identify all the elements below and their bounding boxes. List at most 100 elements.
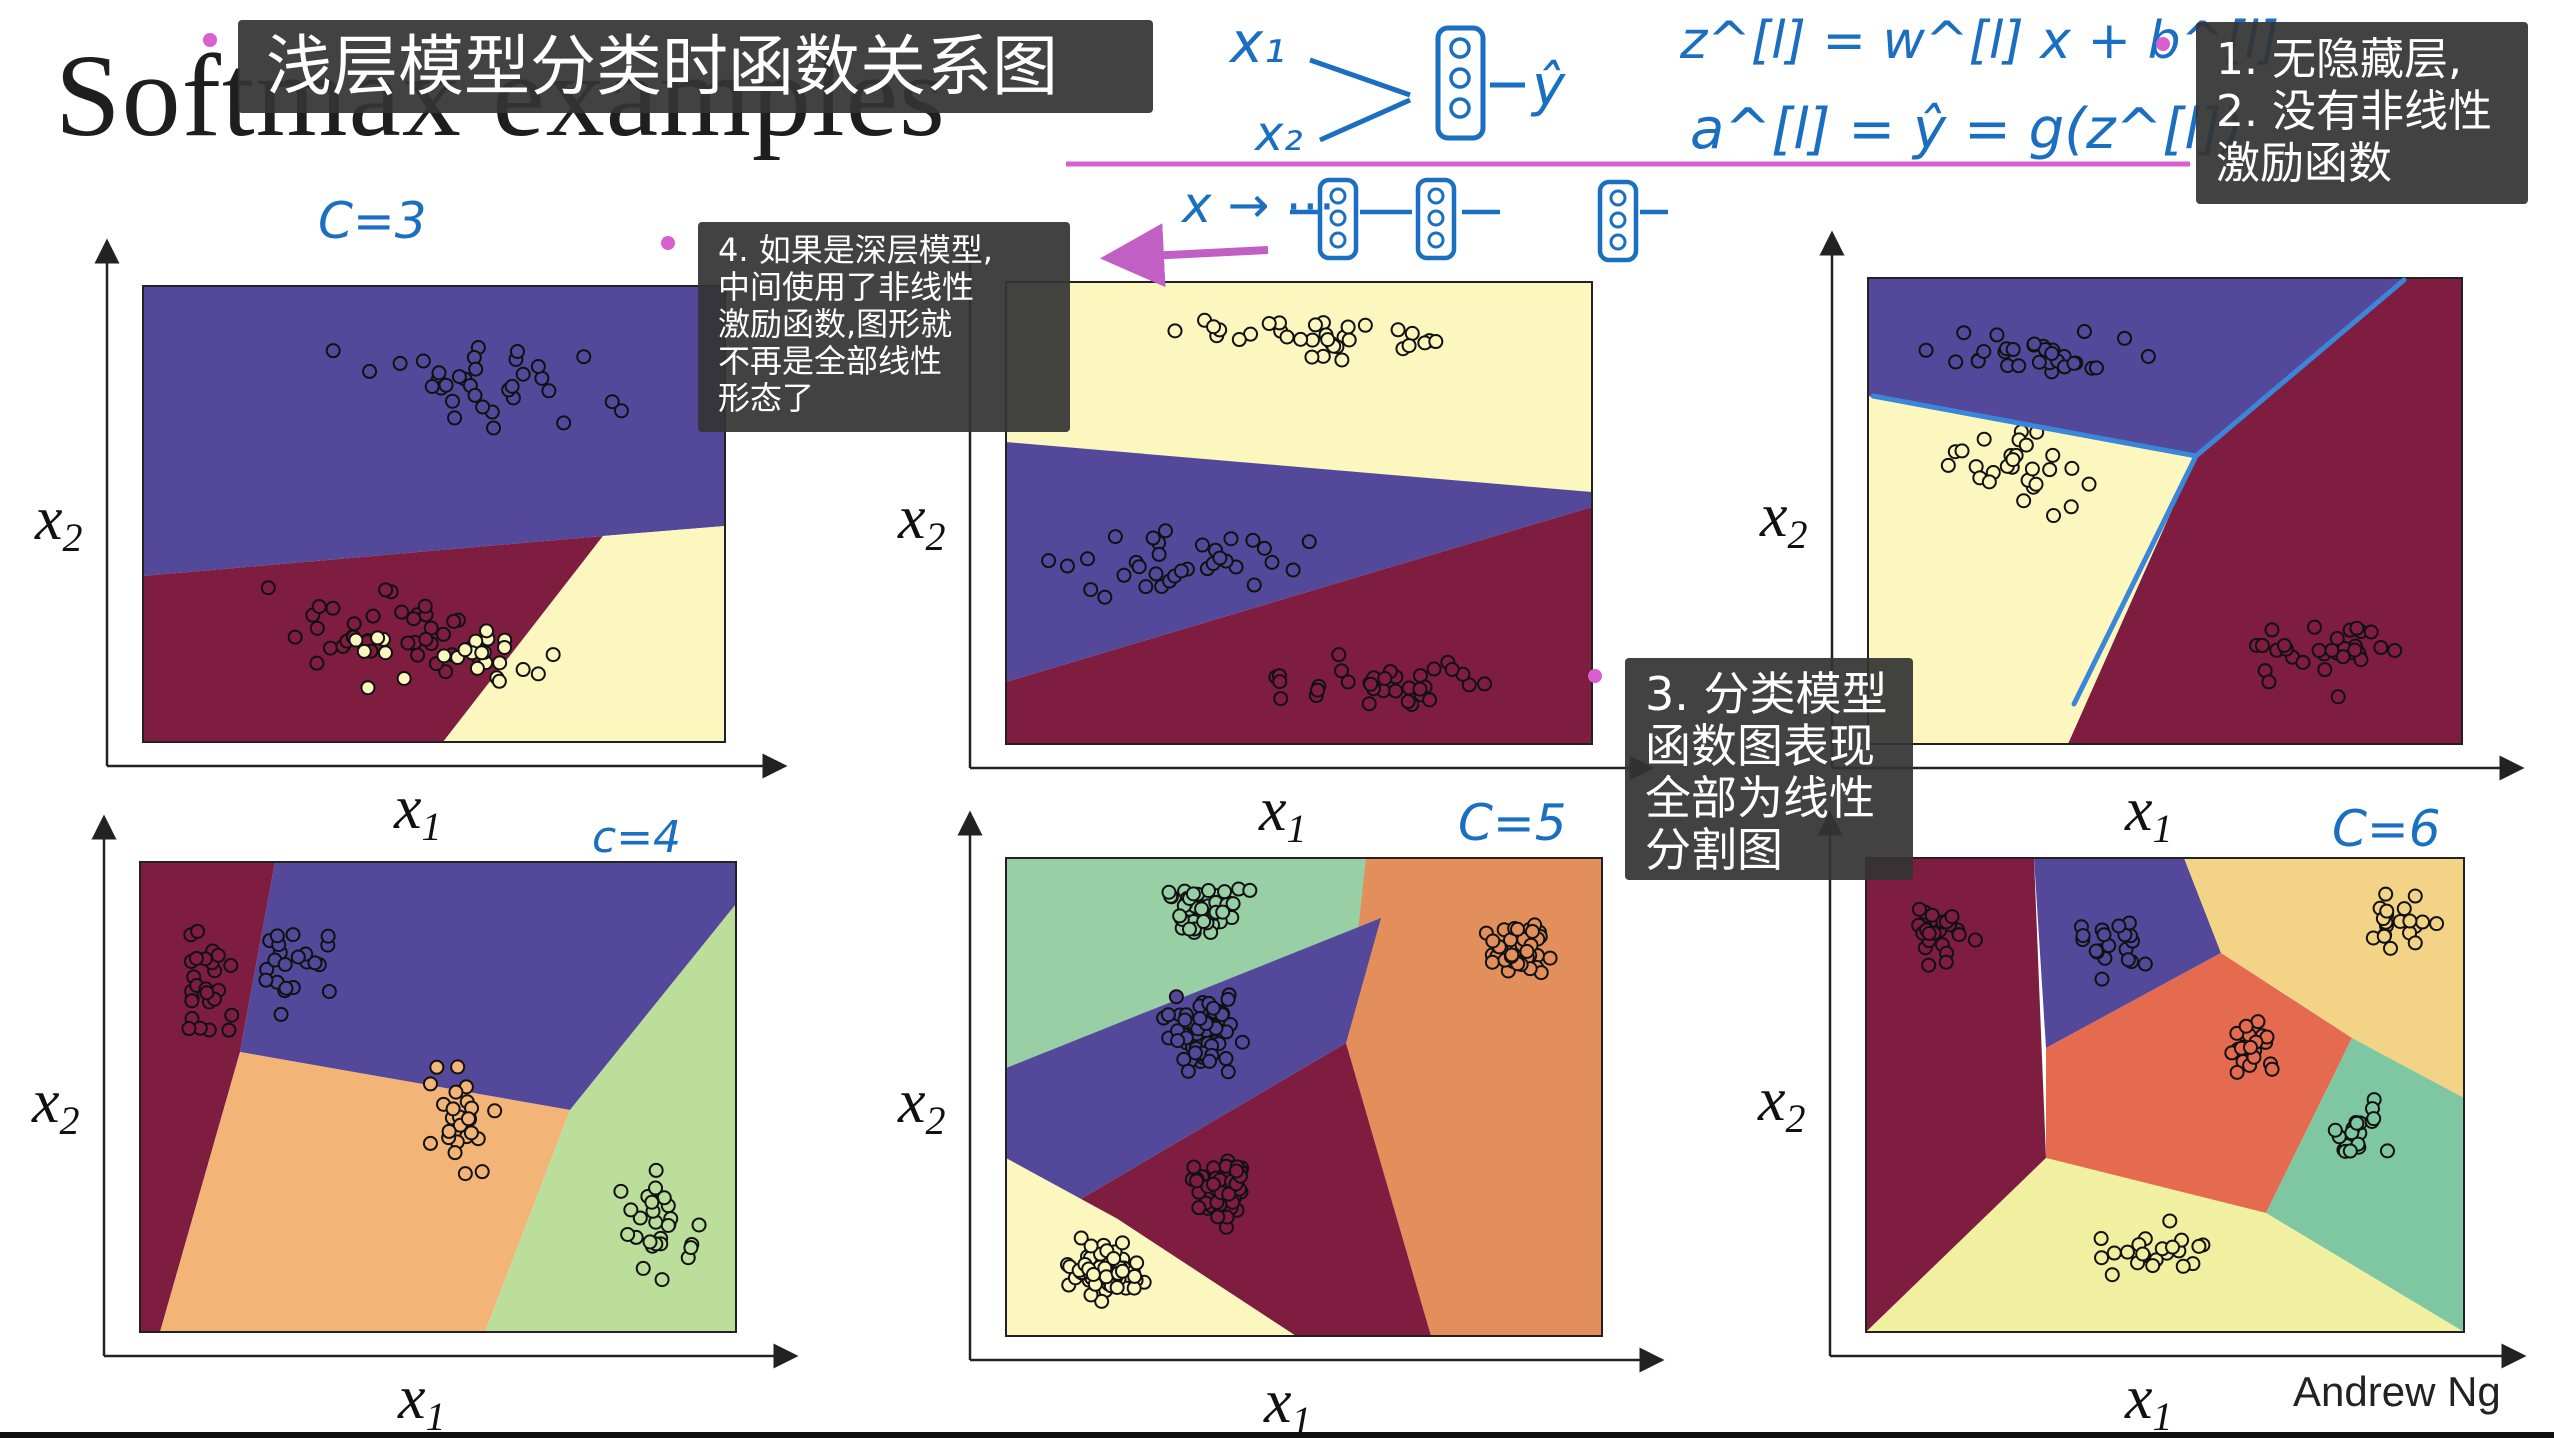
- data-point-yellowish: [2104, 1267, 2120, 1283]
- data-point-peach: [2407, 935, 2423, 951]
- data-point-purple: [2075, 928, 2091, 944]
- data-point-purple: [1205, 1000, 1221, 1016]
- data-point-cream: [370, 630, 386, 646]
- note-4-marker: [661, 236, 675, 250]
- data-point-maroon: [1477, 676, 1493, 692]
- panel-5: x1 x2: [897, 810, 1665, 1438]
- data-point-teal: [1242, 882, 1258, 898]
- data-point-purple: [604, 394, 620, 410]
- data-point-cream: [1279, 329, 1295, 345]
- data-point-maroon: [438, 664, 454, 680]
- data-point-purple: [1976, 343, 1992, 359]
- data-point-purple: [269, 928, 285, 944]
- label-c4: c=4: [592, 812, 681, 863]
- data-point-yellowish: [2106, 1245, 2122, 1261]
- data-point-coral: [2238, 1018, 2254, 1034]
- data-point-purple: [515, 366, 531, 382]
- data-point-maroon: [2329, 630, 2345, 646]
- data-point-orange: [422, 1135, 438, 1151]
- data-point-maroon: [1331, 647, 1347, 663]
- data-point-cream: [2045, 447, 2061, 463]
- data-point-cream: [474, 645, 490, 661]
- data-point-cream: [457, 642, 473, 658]
- data-point-cream: [2016, 493, 2032, 509]
- data-point-maroon: [2311, 642, 2327, 658]
- data-point-purple: [1223, 531, 1239, 547]
- data-point-orange: [429, 1059, 445, 1075]
- data-point-purple: [486, 420, 502, 436]
- handwritten-annotations: x₁ x₂ ŷ z^[l] = w^[l] x + b^[l] a^[l] = ŷ = …: [318, 11, 2441, 863]
- data-point-purple: [1202, 1053, 1218, 1069]
- data-point-burnt: [1524, 924, 1540, 940]
- data-point-maroon: [311, 599, 327, 615]
- hand-layer-box: [1435, 25, 1486, 141]
- data-point-maroon: [1340, 674, 1356, 690]
- data-point-cream: [2042, 462, 2058, 478]
- data-point-purple: [530, 358, 546, 374]
- data-point-maroon: [184, 993, 200, 1009]
- data-point-purple: [576, 349, 592, 365]
- data-point-purple: [1192, 1011, 1208, 1027]
- data-point-purple: [613, 403, 629, 419]
- data-point-purple: [307, 955, 323, 971]
- data-point-cream: [2064, 460, 2080, 476]
- data-point-maroon: [1967, 932, 1983, 948]
- data-point-burnt: [1542, 950, 1558, 966]
- data-point-yellowish: [2093, 1231, 2109, 1247]
- data-point-burnt: [1504, 947, 1520, 963]
- y-axis-label: x2: [1759, 482, 1808, 557]
- decision-region-purple: [240, 862, 736, 1110]
- data-point-maroon: [378, 582, 394, 598]
- data-point-purple: [1218, 1051, 1234, 1067]
- data-point-cream: [496, 639, 512, 655]
- data-point-purple: [2137, 956, 2153, 972]
- hand-node: [1449, 97, 1471, 119]
- data-point-maroon: [2307, 619, 2323, 635]
- hand-drawn-boundary: [1870, 277, 2407, 707]
- decision-region-maroon: [1866, 858, 2046, 1332]
- data-point-cream: [1206, 319, 1222, 335]
- data-point-purple: [362, 363, 378, 379]
- data-point-purple: [1194, 537, 1210, 553]
- data-point-lightgreen: [648, 1180, 664, 1196]
- data-point-yellowish: [2175, 1258, 2191, 1274]
- data-point-cream: [1167, 323, 1183, 339]
- data-point-purple: [1220, 1064, 1236, 1080]
- data-point-orange: [445, 1101, 461, 1117]
- data-point-cream: [469, 660, 485, 676]
- data-point-purple: [541, 383, 557, 399]
- decision-region-cream: [1006, 282, 1592, 492]
- decision-region-maroon: [1006, 507, 1592, 744]
- hand-node: [1329, 231, 1347, 249]
- data-point-cream: [545, 647, 561, 663]
- panel-3: x1 x2: [1759, 230, 2525, 851]
- panel-frame: [1867, 277, 2463, 745]
- data-point-cream: [2024, 461, 2040, 477]
- data-point-purple: [468, 361, 484, 377]
- panel-4: x1 x2: [31, 814, 799, 1438]
- data-point-orange: [441, 1123, 457, 1139]
- data-point-cream: [1085, 1266, 1101, 1282]
- hand-deep-layer: [1597, 179, 1639, 263]
- note-1-marker: [2156, 37, 2170, 51]
- data-point-maroon: [2324, 642, 2340, 658]
- data-point-maroon: [406, 611, 422, 627]
- data-point-cream: [1357, 317, 1373, 333]
- data-point-cream: [1404, 325, 1420, 341]
- data-point-orange: [448, 1084, 464, 1100]
- data-point-maroon: [1310, 682, 1326, 698]
- data-point-maroon: [2387, 642, 2403, 658]
- data-point-purple: [1256, 540, 1272, 556]
- data-point-cream: [2028, 476, 2044, 492]
- data-point-purple: [1145, 530, 1161, 546]
- bottom-bar: [0, 1432, 2554, 1438]
- data-point-maroon: [435, 626, 451, 642]
- decision-region-tealgreen: [2266, 1038, 2464, 1332]
- data-point-cream: [1320, 332, 1336, 348]
- data-point-yellowish: [2135, 1246, 2151, 1262]
- x-axis-label: x1: [1258, 776, 1307, 851]
- data-point-maroon: [2347, 642, 2363, 658]
- data-point-cream: [436, 648, 452, 664]
- hand-node: [1427, 209, 1445, 227]
- data-point-cream: [1094, 1293, 1110, 1309]
